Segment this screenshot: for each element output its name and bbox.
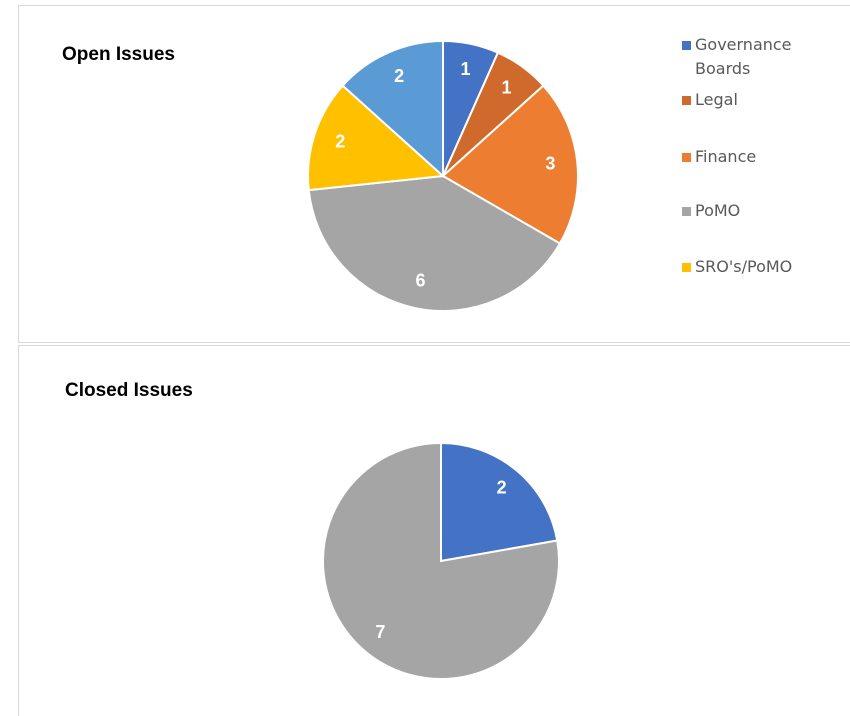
legend-item: Governance Boards (680, 33, 820, 81)
pie-slice (307, 84, 446, 192)
legend-label: Legal (695, 90, 738, 109)
data-label: 2 (497, 477, 507, 497)
pie-slice (341, 39, 444, 179)
data-label: 1 (501, 77, 511, 97)
legend-item: Legal (680, 88, 820, 112)
legend-label: PoMO (695, 201, 741, 220)
legend-label: SRO's/PoMO (695, 257, 793, 276)
data-label: 1 (460, 59, 470, 79)
pie-slice (441, 84, 579, 245)
data-label: 3 (545, 153, 555, 173)
chart-title: Closed Issues (65, 380, 193, 401)
legend-swatch (682, 153, 691, 162)
pie-slice (440, 441, 559, 563)
closed-chart-frame (18, 345, 850, 716)
open-chart-frame (18, 5, 850, 343)
data-label: 7 (375, 622, 385, 642)
legend-swatch (682, 41, 691, 50)
data-label: 2 (394, 66, 404, 86)
legend-swatch (682, 207, 691, 216)
legend-swatch (682, 263, 691, 272)
pie-slice (307, 174, 562, 312)
legend-label: Finance (695, 147, 757, 166)
chart-title: Open Issues (62, 44, 175, 65)
legend-item: SRO's/PoMO (680, 255, 820, 279)
legend-label: Governance Boards (695, 35, 792, 78)
legend-item: PoMO (680, 199, 820, 223)
data-label: 2 (335, 131, 345, 151)
data-label: 6 (416, 270, 426, 290)
pie-slice (322, 441, 560, 680)
legend-swatch (682, 96, 691, 105)
legend-item: Finance (680, 145, 820, 169)
